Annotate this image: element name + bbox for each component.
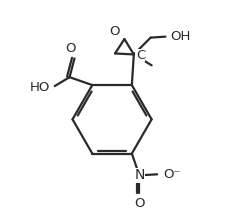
Text: N: N <box>134 168 144 182</box>
Text: O: O <box>109 24 119 38</box>
Text: HO: HO <box>30 81 50 93</box>
Text: OH: OH <box>170 30 190 43</box>
Text: O⁻: O⁻ <box>164 168 181 181</box>
Text: O: O <box>134 197 145 210</box>
Text: O: O <box>66 42 76 55</box>
Text: C: C <box>136 49 145 62</box>
